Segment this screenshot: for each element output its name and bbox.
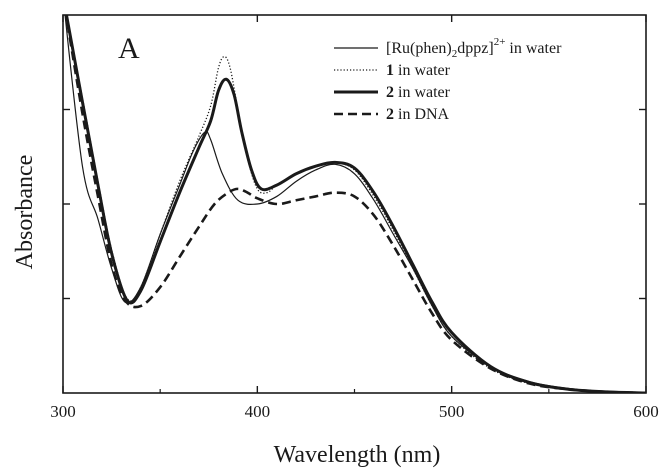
legend-entry-subscript: 2 (452, 48, 458, 60)
x-axis-title: Wavelength (nm) (274, 442, 441, 468)
legend-entry-3: 2 in DNA (386, 106, 450, 123)
legend-entry-suffix: in water (505, 40, 562, 57)
ticks-layer: 300 400 500 600 (50, 15, 659, 421)
series-layer (64, 15, 646, 393)
y-axis-title: Absorbance (12, 155, 38, 270)
series-line-dashed (64, 15, 646, 393)
series-line-dotted (65, 15, 646, 393)
legend-entry-superscript: 2+ (494, 36, 506, 48)
legend-entry-2: 2 in water (386, 84, 451, 101)
legend-entry-1: 1 in water (386, 62, 451, 79)
series-line-thick-solid (64, 15, 646, 393)
plot-frame (62, 14, 647, 394)
x-tick-label-600: 600 (633, 402, 659, 421)
x-tick-label-500: 500 (439, 402, 465, 421)
legend-entry-bold: 2 (386, 106, 394, 123)
legend-entry-suffix: in water (394, 84, 451, 101)
x-tick-label-300: 300 (50, 402, 76, 421)
legend-entry-formula: [Ru(phen) (386, 40, 452, 57)
legend-entry-suffix: in water (394, 62, 451, 79)
legend-entry-0: [Ru(phen)2dppz]2+ in water (386, 36, 562, 60)
legend-entry-suffix: in DNA (394, 106, 450, 123)
panel-label: A (118, 32, 140, 65)
legend-entry-bold: 2 (386, 84, 394, 101)
x-tick-label-400: 400 (245, 402, 271, 421)
legend-entry-formula-rest: dppz] (457, 40, 493, 57)
legend-entry-bold: 1 (386, 62, 394, 79)
